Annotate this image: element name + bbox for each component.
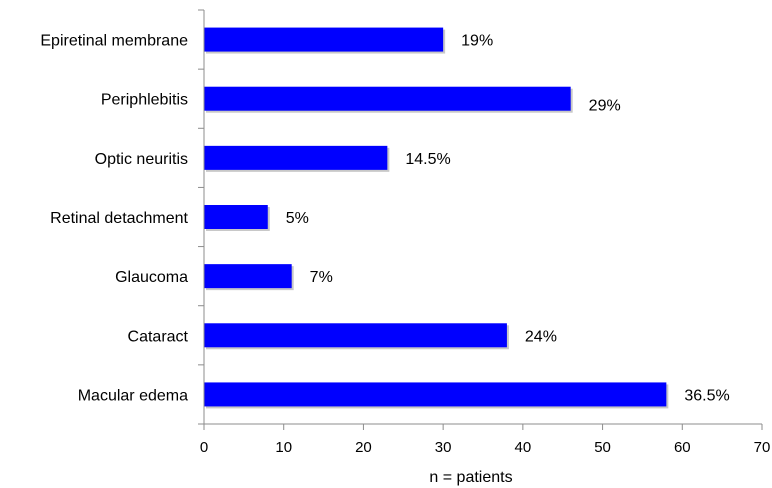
x-axis-ticks — [203, 424, 763, 430]
x-tick-label: 50 — [594, 439, 611, 456]
x-tick-label: 30 — [435, 439, 452, 456]
bar — [204, 264, 292, 289]
category-label: Epiretinal membrane — [40, 33, 188, 50]
data-label: 5% — [286, 210, 309, 227]
category-label: Glaucoma — [115, 269, 188, 286]
data-labels: 19% 29% 14.5% 5% 7% 24% 36.5% — [286, 33, 730, 405]
x-axis-title: n = patients — [429, 469, 512, 486]
category-label: Cataract — [128, 328, 189, 345]
data-label: 19% — [461, 33, 493, 50]
category-label: Periphlebitis — [101, 92, 188, 109]
category-label: Optic neuritis — [95, 151, 188, 168]
bar — [204, 145, 388, 170]
bar — [204, 323, 507, 348]
x-tick-label: 0 — [200, 439, 208, 456]
y-axis-ticks — [198, 9, 204, 425]
data-label: 29% — [589, 98, 621, 115]
bar — [204, 205, 268, 229]
data-label: 14.5% — [405, 151, 450, 168]
bar — [204, 382, 667, 407]
x-tick-label: 40 — [515, 439, 532, 456]
data-label: 24% — [525, 328, 557, 345]
x-tick-labels: 0 10 20 30 40 50 60 70 — [200, 439, 771, 456]
category-label: Retinal detachment — [50, 210, 188, 227]
x-tick-label: 60 — [674, 439, 691, 456]
x-tick-label: 20 — [355, 439, 372, 456]
data-label: 36.5% — [684, 387, 729, 404]
bar — [204, 86, 571, 111]
data-label: 7% — [310, 269, 333, 286]
bars-group — [204, 27, 669, 409]
category-label: Macular edema — [78, 387, 188, 404]
x-tick-label: 10 — [275, 439, 292, 456]
x-tick-label: 70 — [754, 439, 771, 456]
category-labels: Epiretinal membrane Periphlebitis Optic ne… — [40, 33, 188, 405]
bar — [204, 27, 444, 52]
